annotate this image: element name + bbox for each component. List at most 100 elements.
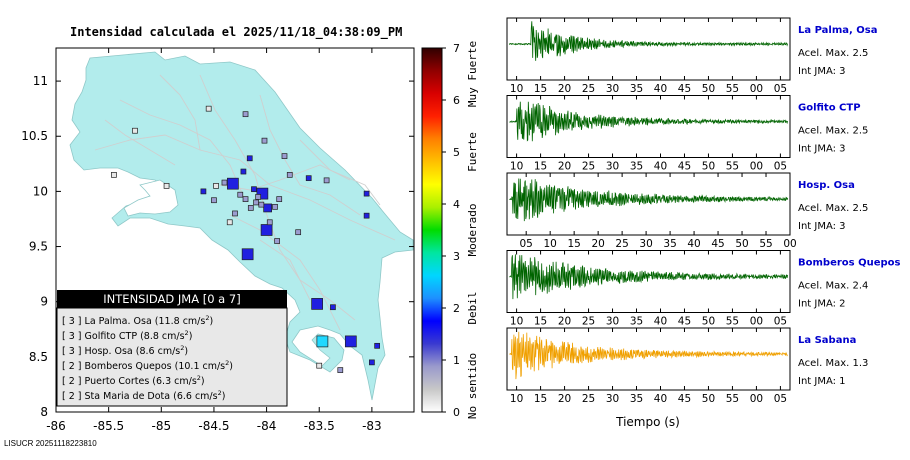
legend-entry-unit-sup: 2 — [185, 329, 189, 337]
station-marker — [305, 175, 312, 182]
station-marker — [205, 105, 212, 112]
station-marker — [240, 168, 247, 175]
station-marker — [221, 179, 228, 186]
seismogram-int-jma: Int JMA: 1 — [798, 376, 846, 387]
seismogram-panel: 05 10 15 20 25 30 35 40 45 50 55 00 Hosp. Osa Acel. M… — [506, 172, 868, 250]
legend-entry-label: Golfito CTP (8.8 cm/s — [85, 331, 185, 342]
station-marker — [226, 219, 233, 226]
colorbar-gradient — [421, 47, 443, 413]
intensity-colorbar: 7 6 5 4 3 2 1 0 Muy Fuerte Fuerte Moderado Debil No… — [421, 41, 479, 419]
nicoya-gulf — [123, 179, 179, 217]
colorbar-category-label: Muy Fuerte — [466, 41, 479, 107]
seismogram-x-tick-label: 15 — [567, 238, 580, 250]
seismogram-panel: 10 15 20 25 30 35 40 45 50 55 00 05 La Sabana Acel. M… — [506, 327, 868, 405]
legend-box: INTENSIDAD JMA [0 a 7] [ 3 ] La Palma. O… — [56, 290, 288, 407]
seismogram-int-jma: Int JMA: 3 — [798, 66, 846, 77]
seismogram-accel-max: Acel. Max. 2.4 — [798, 281, 868, 292]
station-marker — [242, 111, 249, 118]
map-y-tick-label: 10.5 — [21, 129, 48, 143]
colorbar-tick-label: 3 — [453, 250, 460, 263]
station-marker — [281, 153, 288, 159]
station-marker — [286, 171, 293, 178]
station-marker — [295, 229, 302, 236]
seismogram-accel-max: Acel. Max. 1.3 — [798, 358, 868, 369]
seismogram-x-tick-label: 05 — [774, 393, 787, 405]
road-line — [119, 99, 246, 201]
station-marker — [330, 304, 336, 311]
colorbar-tick-label: 1 — [453, 354, 460, 367]
station-marker — [344, 335, 357, 348]
legend-entry: [ 3 ] Hosp. Osa (8.6 cm/s2) — [62, 344, 188, 357]
map-y-tick-label: 9 — [40, 295, 48, 309]
colorbar-tick-label: 7 — [453, 42, 460, 55]
seismogram-x-tick-label: 00 — [750, 316, 763, 328]
seismogram-x-tick-label: 35 — [630, 161, 643, 173]
colorbar-category-label: No sentido — [466, 353, 479, 419]
station-marker — [163, 183, 170, 189]
station-marker — [200, 188, 207, 195]
station-marker — [261, 137, 268, 144]
road-line — [229, 214, 341, 331]
road-line — [104, 119, 176, 166]
legend-entry-unit-sup: 2 — [205, 314, 209, 322]
seismogram-x-tick-label: 50 — [702, 393, 715, 405]
seismogram-x-tick-label: 55 — [726, 316, 739, 328]
map-y-tick-label: 10 — [33, 184, 48, 198]
seismogram-accel-max: Acel. Max. 2.5 — [798, 48, 868, 59]
station-marker — [253, 199, 259, 206]
station-marker — [232, 210, 238, 217]
station-marker — [369, 359, 375, 366]
legend-entry-unit-sup: 2 — [197, 374, 201, 382]
legend-entry-jma: [ 2 ] — [62, 391, 85, 402]
seismogram-x-tick-label: 20 — [558, 316, 571, 328]
legend-entry: [ 2 ] Puerto Cortes (6.3 cm/s2) — [62, 374, 205, 387]
legend-entry-close: ) — [222, 391, 226, 402]
seismogram-x-tick-label: 40 — [654, 316, 667, 328]
station-marker — [242, 196, 249, 202]
legend-entry-label: Sta Maria de Dota (6.6 cm/s — [85, 391, 218, 402]
colorbar-tick-label: 0 — [453, 406, 460, 419]
seismogram-x-tick-label: 05 — [774, 161, 787, 173]
station-marker — [337, 367, 344, 373]
seismogram-x-tick-label: 00 — [783, 238, 796, 250]
seismogram-x-tick-label: 45 — [711, 238, 724, 250]
legend-background — [56, 307, 288, 407]
legend-entry-unit-sup: 2 — [180, 344, 184, 352]
colorbar-tick-label: 6 — [453, 94, 460, 107]
legend-entry-label: Bomberos Quepos (10.1 cm/s — [85, 361, 226, 372]
seismogram-x-tick-label: 45 — [678, 393, 691, 405]
seismogram-x-tick-label: 20 — [558, 83, 571, 95]
colorbar-labels: Muy Fuerte Fuerte Moderado Debil No sentido — [466, 41, 479, 419]
station-marker — [374, 342, 380, 349]
station-marker — [363, 212, 370, 219]
seismogram-x-tick-label: 10 — [510, 161, 523, 173]
station-marker — [227, 177, 239, 190]
seismogram-trace — [509, 101, 788, 142]
seismogram-x-tick-label: 00 — [750, 161, 763, 173]
legend-entry-jma: [ 2 ] — [62, 361, 85, 372]
legend-entries: [ 3 ] La Palma. Osa (11.8 cm/s2)[ 3 ] Go… — [62, 314, 233, 402]
legend-entry-jma: [ 3 ] — [62, 331, 85, 342]
legend-entry: [ 2 ] Sta Maria de Dota (6.6 cm/s2) — [62, 389, 225, 402]
seismogram-x-tick-label: 20 — [591, 238, 604, 250]
seismogram-accel-max: Acel. Max. 2.5 — [798, 126, 868, 137]
seismogram-x-tick-label: 25 — [582, 393, 595, 405]
seismogram-x-tick-label: 40 — [687, 238, 700, 250]
seismogram-int-jma: Int JMA: 2 — [798, 299, 846, 310]
seismogram-x-tick-label: 10 — [510, 83, 523, 95]
station-marker — [111, 171, 117, 178]
seismogram-x-tick-label: 30 — [639, 238, 652, 250]
legend-entry: [ 3 ] Golfito CTP (8.8 cm/s2) — [62, 329, 192, 342]
seismogram-x-tick-label: 50 — [735, 238, 748, 250]
station-marker — [276, 196, 283, 202]
seismogram-x-tick-label: 15 — [534, 161, 547, 173]
station-marker — [311, 298, 323, 310]
seismogram-trace — [509, 21, 788, 61]
map-x-tick-label: -86 — [46, 419, 66, 433]
map-frame — [55, 47, 415, 413]
figure-title: Intensidad calculada el 2025/11/18_04:38… — [70, 25, 402, 40]
intensity-map: -86 -85.5 -85 -84.5 -84 -83.5 -83 11 10.5 10 9.5 9 8… — [21, 47, 415, 433]
station-marker — [260, 224, 273, 236]
seismogram-x-tick-label: 15 — [534, 83, 547, 95]
footer-id: LISUCR 20251118223810 — [4, 439, 97, 448]
